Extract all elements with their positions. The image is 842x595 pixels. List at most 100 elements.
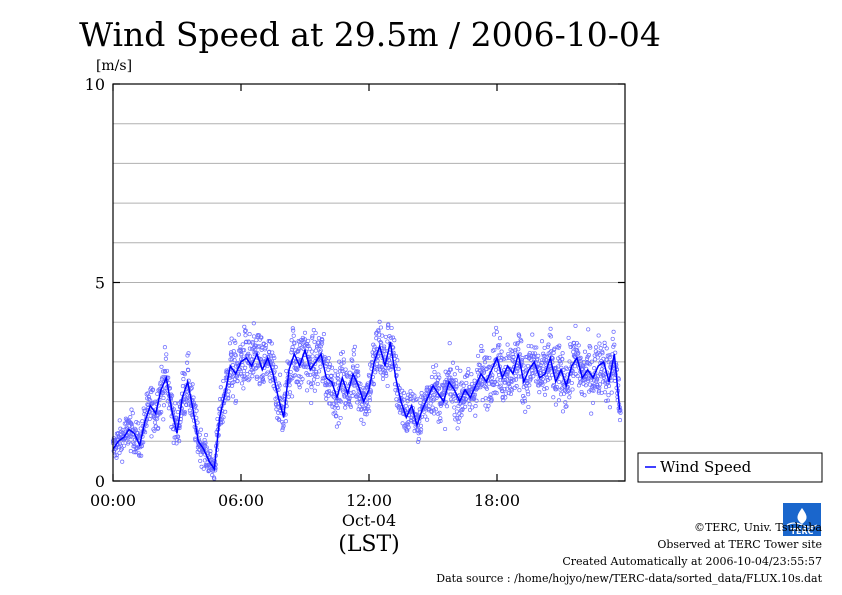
- scatter-point: [527, 383, 532, 388]
- scatter-point: [287, 383, 292, 388]
- scatter-point: [418, 423, 423, 428]
- scatter-point: [352, 344, 357, 349]
- scatter-point: [229, 336, 234, 341]
- scatter-point: [291, 333, 296, 338]
- scatter-point: [351, 348, 356, 353]
- scatter-point: [451, 382, 456, 387]
- scatter-point: [554, 387, 559, 392]
- scatter-point: [141, 440, 146, 445]
- scatter-point: [509, 388, 515, 393]
- scatter-point: [473, 404, 478, 409]
- scatter-point: [340, 349, 345, 355]
- scatter-point: [530, 351, 535, 356]
- scatter-point: [326, 388, 332, 394]
- scatter-point: [544, 386, 549, 391]
- scatter-point: [246, 351, 251, 356]
- scatter-point: [355, 400, 360, 405]
- scatter-point: [195, 420, 200, 425]
- scatter-point: [220, 419, 225, 425]
- scatter-point: [534, 345, 539, 350]
- scatter-point: [186, 368, 191, 373]
- scatter-point: [501, 398, 506, 403]
- scatter-point: [540, 366, 546, 371]
- scatter-point: [364, 402, 369, 407]
- scatter-point: [482, 356, 487, 361]
- scatter-point: [130, 411, 135, 416]
- scatter-point: [571, 349, 576, 354]
- scatter-point: [333, 414, 338, 419]
- scatter-point: [509, 387, 514, 392]
- scatter-point: [302, 362, 307, 367]
- scatter-point: [174, 415, 179, 420]
- scatter-point: [343, 367, 348, 372]
- scatter-point: [155, 416, 160, 421]
- scatter-point: [297, 385, 302, 390]
- scatter-point: [536, 353, 541, 358]
- scatter-point: [321, 332, 326, 337]
- scatter-point: [186, 351, 191, 356]
- scatter-point: [324, 383, 329, 388]
- scatter-point: [244, 339, 249, 344]
- scatter-point: [265, 370, 270, 375]
- scatter-point: [490, 373, 495, 378]
- scatter-point: [554, 385, 559, 390]
- scatter-point: [584, 374, 589, 379]
- scatter-point: [568, 342, 573, 347]
- scatter-point: [315, 381, 320, 387]
- scatter-point: [595, 355, 600, 360]
- scatter-point: [359, 402, 364, 407]
- scatter-point: [144, 392, 149, 397]
- scatter-point: [280, 397, 285, 402]
- scatter-point: [415, 396, 420, 401]
- scatter-point: [449, 397, 454, 402]
- scatter-point: [194, 408, 199, 413]
- scatter-point: [338, 399, 343, 404]
- scatter-point: [368, 389, 374, 394]
- scatter-point: [308, 372, 313, 377]
- scatter-point: [520, 356, 525, 361]
- scatter-point: [303, 364, 308, 369]
- scatter-point: [120, 459, 125, 464]
- scatter-point: [185, 398, 190, 403]
- scatter-point: [517, 388, 522, 393]
- legend-box: [637, 452, 823, 483]
- scatter-point: [271, 353, 276, 359]
- scatter-point: [540, 357, 545, 363]
- scatter-point: [290, 326, 295, 331]
- scatter-point: [163, 356, 168, 361]
- scatter-point: [586, 353, 591, 358]
- scatter-point: [201, 466, 206, 471]
- scatter-point: [596, 390, 601, 395]
- scatter-point: [283, 419, 288, 424]
- scatter-point: [401, 390, 407, 395]
- scatter-point: [406, 425, 411, 430]
- scatter-point: [414, 428, 419, 433]
- scatter-point: [507, 367, 513, 372]
- scatter-point: [386, 322, 391, 327]
- scatter-point: [575, 373, 580, 379]
- scatter-point: [589, 411, 594, 416]
- scatter-point: [425, 417, 430, 422]
- scatter-point: [297, 382, 302, 387]
- scatter-point: [548, 334, 554, 339]
- scatter-point: [508, 391, 513, 397]
- scatter-point: [117, 441, 122, 446]
- scatter-point: [128, 415, 133, 420]
- scatter-point: [437, 375, 442, 380]
- scatter-point: [513, 373, 518, 378]
- scatter-point: [156, 426, 161, 431]
- scatter-point: [347, 395, 352, 400]
- scatter-point: [438, 403, 443, 408]
- scatter-point: [433, 407, 438, 412]
- scatter-point: [483, 355, 488, 360]
- scatter-point: [551, 395, 556, 400]
- scatter-point: [164, 368, 170, 373]
- scatter-point: [361, 421, 366, 426]
- scatter-point: [511, 378, 516, 383]
- scatter-point: [367, 395, 372, 400]
- scatter-point: [469, 372, 474, 377]
- scatter-point: [542, 345, 547, 350]
- scatter-point: [229, 353, 234, 358]
- scatter-point: [463, 404, 468, 409]
